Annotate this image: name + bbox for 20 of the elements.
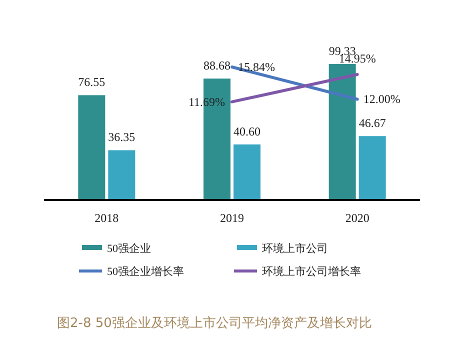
legend-label: 50强企业增长率: [107, 265, 184, 278]
bar: [78, 95, 106, 200]
data-label: 46.67: [358, 116, 386, 130]
legend-label: 50强企业: [107, 242, 151, 255]
x-tick-label: 2019: [220, 211, 244, 225]
text: 图2-8 50强企业及环境上市公司平均净资产及增长对比: [57, 315, 372, 331]
bar: [358, 136, 386, 200]
legend-label: 环境上市公司: [262, 242, 328, 255]
data-label: 15.84%: [238, 60, 275, 74]
x-tick-label: 2020: [345, 211, 370, 225]
data-label: 12.00%: [363, 92, 400, 106]
x-tick-label: 2018: [94, 211, 119, 225]
legend-label: 环境上市公司增长率: [262, 265, 361, 278]
bar: [328, 64, 356, 200]
data-label: 76.55: [78, 75, 106, 90]
data-label: 88.68: [204, 58, 230, 73]
data-label: 40.60: [234, 124, 260, 138]
bar: [234, 144, 260, 200]
bar: [108, 150, 136, 200]
data-label: 36.35: [108, 130, 136, 144]
